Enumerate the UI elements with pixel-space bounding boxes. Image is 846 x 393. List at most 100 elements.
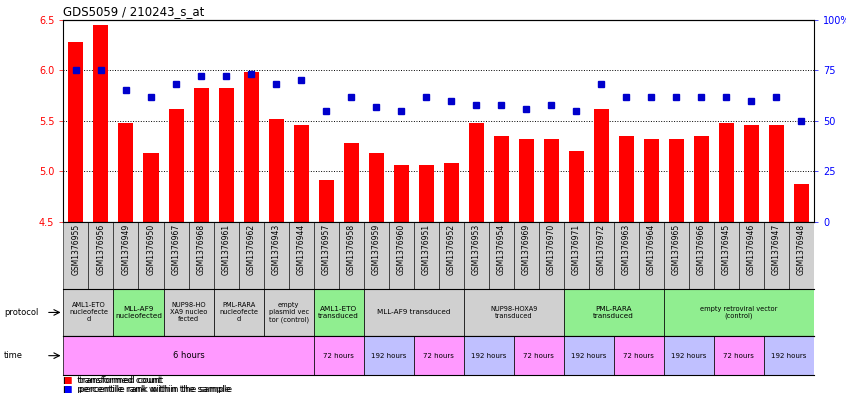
Text: GSM1376956: GSM1376956 xyxy=(96,224,106,275)
Bar xyxy=(739,222,764,289)
Bar xyxy=(118,123,134,222)
Text: AML1-ETO
transduced: AML1-ETO transduced xyxy=(318,306,359,319)
Bar xyxy=(294,125,309,222)
Bar xyxy=(144,153,158,222)
Text: GSM1376964: GSM1376964 xyxy=(646,224,656,275)
Text: GSM1376963: GSM1376963 xyxy=(622,224,631,275)
Bar xyxy=(239,222,264,289)
Text: MLL-AF9
nucleofected: MLL-AF9 nucleofected xyxy=(115,306,162,319)
Bar xyxy=(264,289,314,336)
Bar xyxy=(213,222,239,289)
Bar xyxy=(218,88,233,222)
Bar xyxy=(664,222,689,289)
Bar xyxy=(189,222,213,289)
Text: 72 hours: 72 hours xyxy=(524,353,554,359)
Text: 72 hours: 72 hours xyxy=(624,353,654,359)
Text: GSM1376969: GSM1376969 xyxy=(522,224,530,275)
Bar xyxy=(664,336,714,375)
Bar xyxy=(163,289,213,336)
Bar xyxy=(464,289,563,336)
Bar xyxy=(764,222,788,289)
Bar xyxy=(514,222,539,289)
Bar xyxy=(63,289,113,336)
Bar xyxy=(268,119,283,222)
Bar xyxy=(794,184,809,222)
Text: GSM1376966: GSM1376966 xyxy=(697,224,706,275)
Text: AML1-ETO
nucleofecte
d: AML1-ETO nucleofecte d xyxy=(69,303,108,322)
Text: 192 hours: 192 hours xyxy=(371,353,406,359)
Text: 192 hours: 192 hours xyxy=(671,353,706,359)
Bar xyxy=(168,109,184,222)
Bar xyxy=(714,222,739,289)
Text: GSM1376944: GSM1376944 xyxy=(297,224,305,275)
Bar xyxy=(393,165,409,222)
Text: GSM1376965: GSM1376965 xyxy=(672,224,681,275)
Text: percentile rank within the sample: percentile rank within the sample xyxy=(79,385,232,393)
Text: GSM1376945: GSM1376945 xyxy=(722,224,731,275)
Text: GSM1376948: GSM1376948 xyxy=(797,224,806,275)
Text: NUP98-HOXA9
transduced: NUP98-HOXA9 transduced xyxy=(490,306,537,319)
Bar xyxy=(563,222,589,289)
Text: 72 hours: 72 hours xyxy=(423,353,454,359)
Bar xyxy=(744,125,759,222)
Bar xyxy=(314,336,364,375)
Bar xyxy=(464,336,514,375)
Bar xyxy=(544,139,558,222)
Bar xyxy=(719,123,733,222)
Bar xyxy=(364,336,414,375)
Bar xyxy=(644,139,659,222)
Bar xyxy=(194,88,208,222)
Text: GSM1376971: GSM1376971 xyxy=(572,224,580,275)
Bar xyxy=(694,136,709,222)
Bar xyxy=(113,222,139,289)
Text: GSM1376962: GSM1376962 xyxy=(246,224,255,275)
Bar xyxy=(369,153,383,222)
Bar xyxy=(689,222,714,289)
Bar xyxy=(563,336,613,375)
Text: 6 hours: 6 hours xyxy=(173,351,205,360)
Bar xyxy=(414,222,438,289)
Text: GSM1376947: GSM1376947 xyxy=(772,224,781,275)
Bar xyxy=(714,336,764,375)
Bar xyxy=(319,180,333,222)
Bar xyxy=(764,336,814,375)
Text: GSM1376958: GSM1376958 xyxy=(347,224,355,275)
Text: empty
plasmid vec
tor (control): empty plasmid vec tor (control) xyxy=(268,302,309,323)
Bar xyxy=(63,336,314,375)
Text: ■  transformed count: ■ transformed count xyxy=(63,376,162,385)
Text: GSM1376950: GSM1376950 xyxy=(146,224,156,275)
Text: GSM1376970: GSM1376970 xyxy=(547,224,556,275)
Bar xyxy=(613,222,639,289)
Text: GSM1376959: GSM1376959 xyxy=(371,224,381,275)
Bar xyxy=(213,289,264,336)
Text: GSM1376954: GSM1376954 xyxy=(497,224,506,275)
Text: 72 hours: 72 hours xyxy=(723,353,755,359)
Text: GSM1376952: GSM1376952 xyxy=(447,224,456,275)
Text: GSM1376951: GSM1376951 xyxy=(421,224,431,275)
Bar xyxy=(338,222,364,289)
Text: GSM1376961: GSM1376961 xyxy=(222,224,231,275)
Bar xyxy=(113,289,163,336)
Bar xyxy=(89,222,113,289)
Bar xyxy=(519,139,534,222)
Text: GSM1376968: GSM1376968 xyxy=(196,224,206,275)
Text: GSM1376949: GSM1376949 xyxy=(122,224,130,275)
Text: GDS5059 / 210243_s_at: GDS5059 / 210243_s_at xyxy=(63,6,205,18)
Bar xyxy=(539,222,563,289)
Text: empty retroviral vector
(control): empty retroviral vector (control) xyxy=(700,306,777,319)
Bar xyxy=(163,222,189,289)
Text: GSM1376967: GSM1376967 xyxy=(172,224,180,275)
Text: 192 hours: 192 hours xyxy=(571,353,607,359)
Bar xyxy=(669,139,684,222)
Text: GSM1376972: GSM1376972 xyxy=(596,224,606,275)
Text: GSM1376953: GSM1376953 xyxy=(472,224,481,275)
Bar xyxy=(639,222,664,289)
Text: PML-RARA
transduced: PML-RARA transduced xyxy=(593,306,634,319)
Bar xyxy=(364,289,464,336)
Text: ■: ■ xyxy=(63,385,72,393)
Text: GSM1376957: GSM1376957 xyxy=(321,224,331,275)
Bar xyxy=(69,42,84,222)
Bar xyxy=(414,336,464,375)
Bar xyxy=(443,163,459,222)
Text: 192 hours: 192 hours xyxy=(772,353,806,359)
